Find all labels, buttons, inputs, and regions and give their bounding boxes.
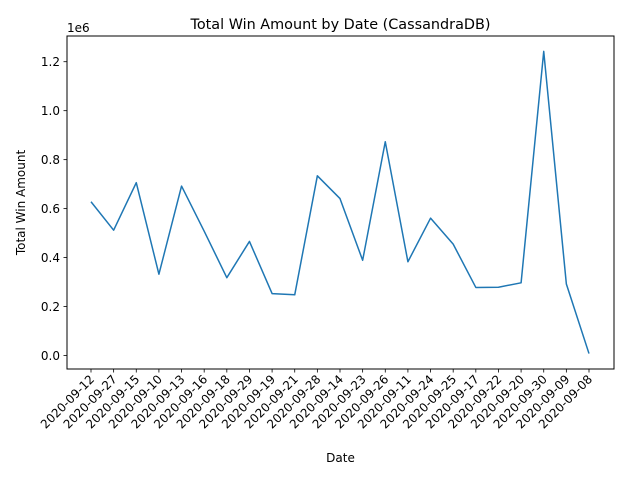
y-tick-label: 0.8: [41, 153, 60, 167]
plot-area-frame: [66, 35, 615, 370]
y-tick-label: 1.2: [41, 55, 60, 69]
x-axis-label: Date: [326, 451, 355, 465]
y-axis: 0.0 0.2 0.4 0.6 0.8 1.0 1.2: [41, 55, 67, 363]
y-tick-label: 0.0: [41, 349, 60, 363]
x-axis: 2020-09-122020-09-272020-09-152020-09-10…: [38, 369, 595, 431]
series-group: [90, 50, 590, 354]
y-tick-label: 0.4: [41, 251, 60, 265]
y-tick-label: 0.2: [41, 300, 60, 314]
y-axis-offset-label: 1e6: [67, 21, 90, 35]
y-tick-label: 0.6: [41, 202, 60, 216]
y-axis-label: Total Win Amount: [14, 150, 28, 257]
y-tick-label: 1.0: [41, 104, 60, 118]
series-line: [90, 50, 590, 354]
chart-title: Total Win Amount by Date (CassandraDB): [190, 17, 491, 33]
